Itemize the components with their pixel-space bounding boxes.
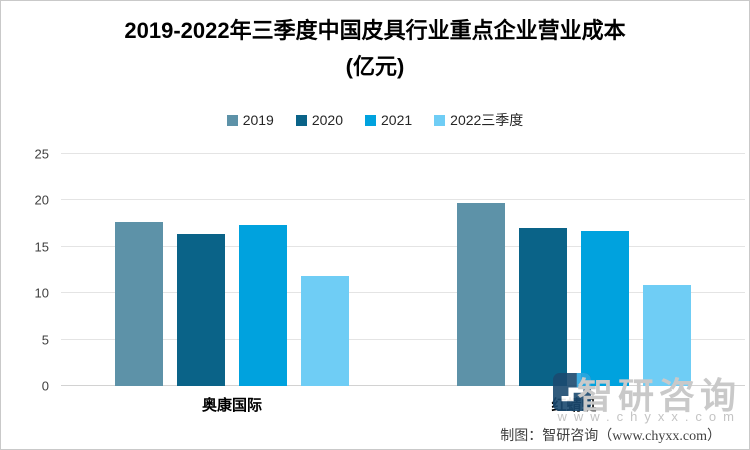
bar-group-红蜻蜓 <box>403 154 745 386</box>
legend-swatch-icon <box>226 114 238 126</box>
bar-奥康国际-2021[interactable] <box>239 225 287 386</box>
gridline <box>61 292 745 294</box>
legend-label: 2019 <box>242 112 274 128</box>
bar-奥康国际-2020[interactable] <box>177 233 225 386</box>
y-tick-label: 5 <box>41 332 49 348</box>
bar-红蜻蜓-2020[interactable] <box>519 228 567 386</box>
brand-watermark: 智研咨询 <box>576 376 741 416</box>
bar-红蜻蜓-2021[interactable] <box>581 231 629 386</box>
credit-caption: 制图：智研咨询（www.chyxx.com） <box>500 429 721 444</box>
chart-title: 2019-2022年三季度中国皮具行业重点企业营业成本 (亿元) <box>1 13 749 85</box>
gridline <box>61 338 745 340</box>
legend: 2019 2020 2021 2022三季度 <box>1 110 749 130</box>
y-axis-labels: 0 5 10 15 20 25 <box>9 148 49 393</box>
y-tick-label: 0 <box>41 378 49 394</box>
y-tick-label: 20 <box>34 192 49 208</box>
y-tick-label: 15 <box>34 239 49 255</box>
y-tick-label: 10 <box>34 285 49 301</box>
zhiyan-logo-watermark-icon <box>553 373 591 416</box>
plot-area <box>61 153 745 386</box>
bar-group-奥康国际 <box>61 154 403 386</box>
legend-swatch-icon <box>365 114 376 126</box>
chart-title-line1: 2019-2022年三季度中国皮具行业重点企业营业成本 <box>124 18 626 43</box>
legend-item-2019[interactable]: 2019 <box>226 112 274 128</box>
legend-label: 2020 <box>311 112 343 128</box>
legend-item-2021[interactable]: 2021 <box>365 112 412 128</box>
x-category-label: 奥康国际 <box>201 398 262 414</box>
bar-红蜻蜓-2022三季度[interactable] <box>643 284 691 386</box>
legend-label: 2021 <box>381 112 413 128</box>
gridline <box>61 153 745 154</box>
gridline <box>61 245 745 247</box>
legend-swatch-icon <box>434 114 446 126</box>
legend-swatch-icon <box>295 114 307 126</box>
bar-红蜻蜓-2019[interactable] <box>457 203 505 386</box>
x-axis-line <box>61 385 745 386</box>
legend-item-2022三季度[interactable]: 2022三季度 <box>434 110 523 130</box>
bar-奥康国际-2022三季度[interactable] <box>301 275 349 386</box>
legend-item-2020[interactable]: 2020 <box>295 112 343 128</box>
url-watermark: www.chyxx.com <box>557 409 741 424</box>
bar-奥康国际-2019[interactable] <box>115 221 163 386</box>
chart-title-line2: (亿元) <box>345 54 405 79</box>
legend-label: 2022三季度 <box>450 112 524 128</box>
bar-groups <box>61 154 745 386</box>
y-tick-label: 25 <box>34 146 49 162</box>
gridline <box>61 199 745 201</box>
